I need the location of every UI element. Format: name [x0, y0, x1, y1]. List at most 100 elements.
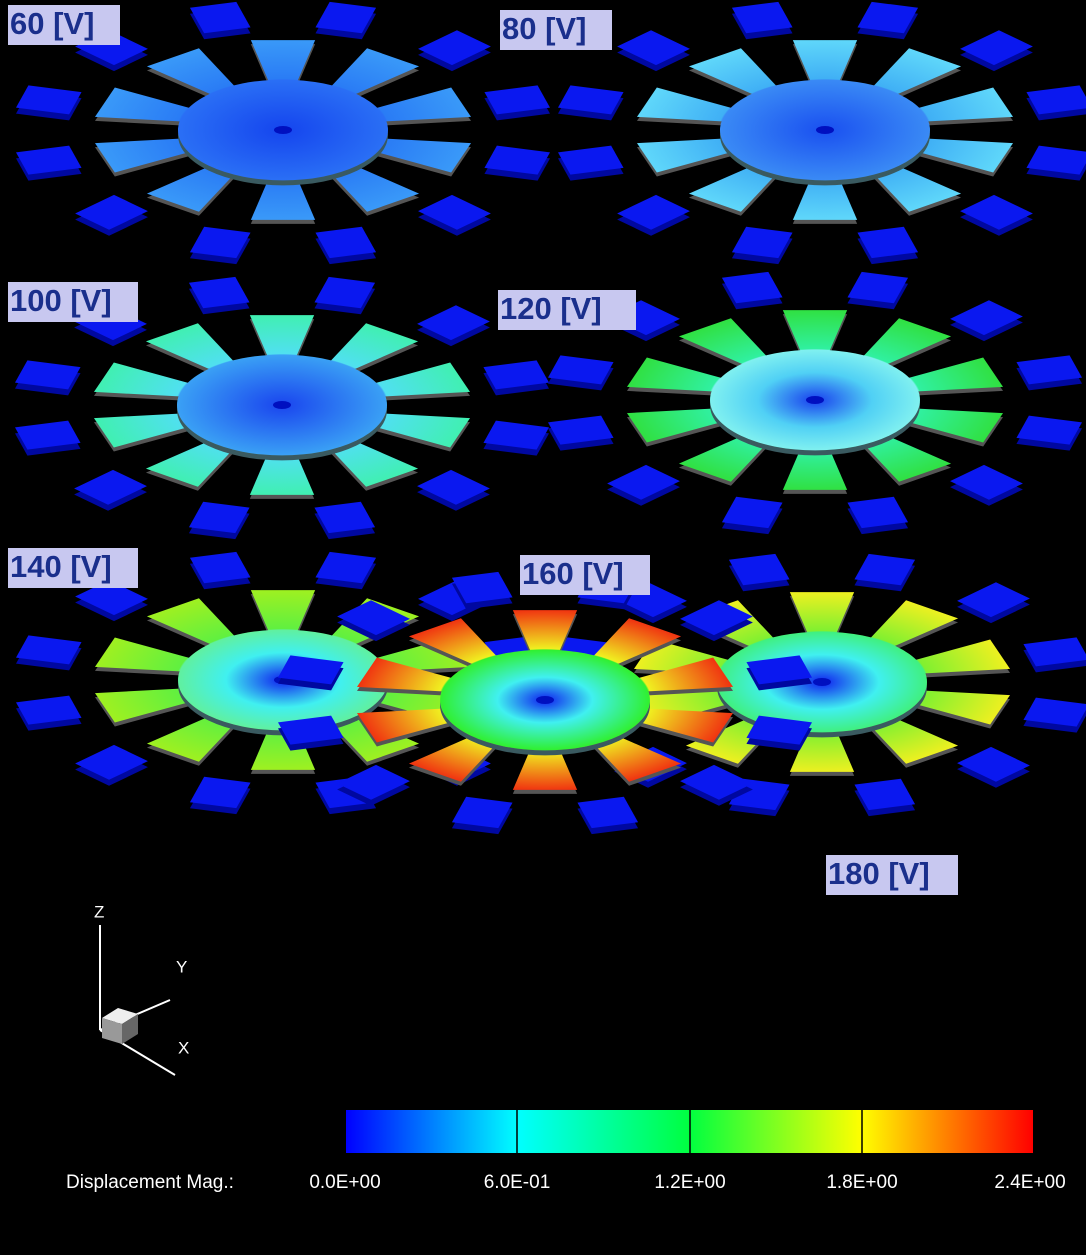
petal	[589, 618, 682, 668]
pad	[680, 600, 753, 636]
petal	[367, 362, 471, 397]
axes-triad: Z Y X	[94, 902, 189, 1076]
cube-left	[102, 1018, 122, 1044]
pad	[1023, 637, 1086, 667]
pad	[451, 571, 513, 604]
colorbar-tick-label: 2.4E+00	[994, 1172, 1065, 1193]
pad	[1026, 85, 1086, 115]
pad	[315, 226, 377, 259]
device	[14, 276, 550, 540]
panel-label: 160 [V]	[522, 556, 624, 591]
pad	[483, 420, 550, 450]
petal	[145, 437, 238, 487]
pad	[1016, 355, 1083, 385]
pad	[857, 226, 919, 259]
pad	[75, 580, 148, 616]
petal	[900, 408, 1004, 443]
petal	[356, 708, 460, 743]
petal	[792, 175, 858, 220]
pad	[617, 30, 690, 66]
pad	[960, 30, 1033, 66]
petal	[408, 618, 501, 668]
hub	[813, 678, 831, 686]
petal	[782, 310, 848, 355]
cube-top	[102, 1008, 138, 1024]
device	[557, 1, 1086, 265]
pad	[75, 744, 148, 780]
pad	[418, 194, 491, 230]
pad	[746, 655, 813, 685]
pad	[314, 276, 376, 309]
pad	[721, 496, 783, 529]
pad	[728, 553, 790, 586]
petal	[249, 315, 315, 360]
pad	[847, 496, 909, 529]
petal	[792, 40, 858, 85]
petal	[626, 357, 730, 392]
pad	[418, 30, 491, 66]
pad	[74, 469, 147, 505]
petal	[910, 138, 1014, 173]
devices	[14, 1, 1086, 835]
petal	[356, 657, 460, 692]
hub	[273, 401, 291, 409]
colorbar-title: Displacement Mag.:	[66, 1172, 234, 1193]
petal	[146, 162, 239, 212]
label-box	[8, 282, 138, 322]
pad	[483, 360, 550, 390]
pad	[451, 796, 513, 829]
petal	[859, 432, 952, 482]
petal	[368, 138, 472, 173]
pad	[950, 300, 1023, 336]
pad	[75, 194, 148, 230]
pad	[15, 145, 82, 175]
pad	[484, 145, 551, 175]
pad	[854, 553, 916, 586]
hub	[806, 396, 824, 404]
label-box	[8, 548, 138, 588]
petal	[512, 745, 578, 790]
petal	[907, 639, 1011, 674]
pad	[746, 715, 813, 745]
label-box	[826, 855, 958, 895]
hub	[816, 126, 834, 134]
petal	[630, 657, 734, 692]
petal	[636, 138, 740, 173]
panel-label: 60 [V]	[10, 6, 94, 41]
pad	[314, 501, 376, 534]
hub	[274, 126, 292, 134]
pad	[854, 778, 916, 811]
petal	[869, 162, 962, 212]
petal	[250, 175, 316, 220]
petal	[688, 162, 781, 212]
label-box	[520, 555, 650, 595]
pad	[189, 551, 251, 584]
petal	[93, 413, 197, 448]
petal	[859, 318, 952, 368]
label-box	[8, 5, 120, 45]
pad	[731, 1, 793, 34]
pad	[1023, 697, 1086, 727]
pad	[189, 776, 251, 809]
petal	[626, 408, 730, 443]
petal	[789, 592, 855, 637]
petal	[327, 162, 420, 212]
petal	[146, 712, 239, 762]
pad	[680, 764, 753, 800]
pad	[617, 194, 690, 230]
pad	[315, 1, 377, 34]
pad	[188, 276, 250, 309]
panel-label: 120 [V]	[500, 291, 602, 326]
pad	[960, 194, 1033, 230]
panel-label: 180 [V]	[828, 856, 930, 891]
petal	[678, 432, 771, 482]
petal	[326, 323, 419, 373]
petal	[408, 732, 501, 782]
pad	[15, 695, 82, 725]
pad	[721, 271, 783, 304]
pad	[15, 635, 82, 665]
petal	[250, 40, 316, 85]
petal	[249, 450, 315, 495]
pad	[731, 226, 793, 259]
